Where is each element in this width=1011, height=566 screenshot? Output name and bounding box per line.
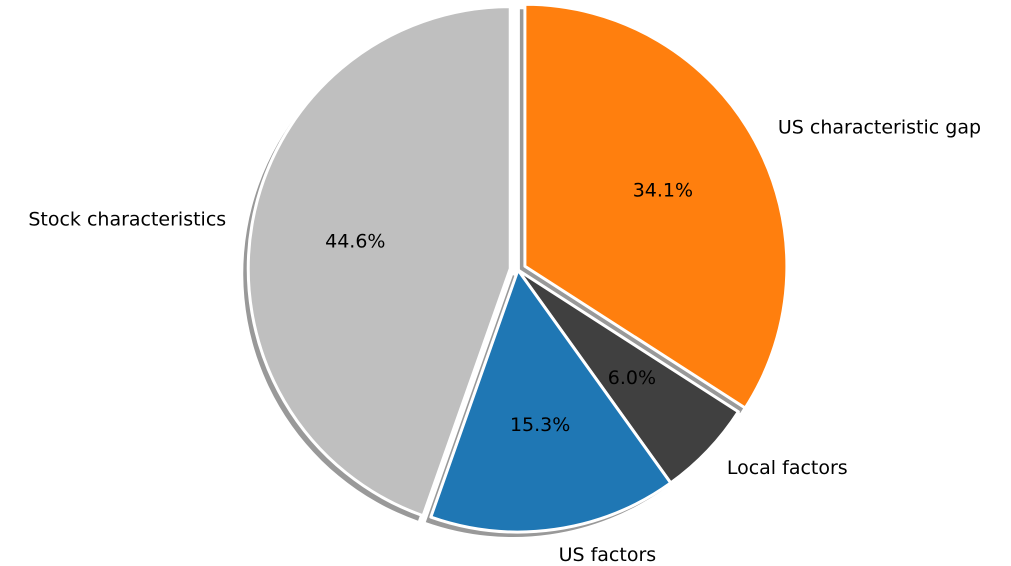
slice-label: Local factors <box>727 457 848 479</box>
slice <box>429 268 673 534</box>
value-label: 44.6% <box>325 231 385 253</box>
value-label: 15.3% <box>510 414 570 436</box>
value-label: 6.0% <box>608 367 656 389</box>
slice-label: Stock characteristics <box>28 209 226 231</box>
slice-label: US characteristic gap <box>778 117 981 139</box>
slice <box>246 5 512 518</box>
slice <box>523 2 789 410</box>
slice-label: US factors <box>559 544 657 566</box>
value-label: 34.1% <box>633 179 693 201</box>
